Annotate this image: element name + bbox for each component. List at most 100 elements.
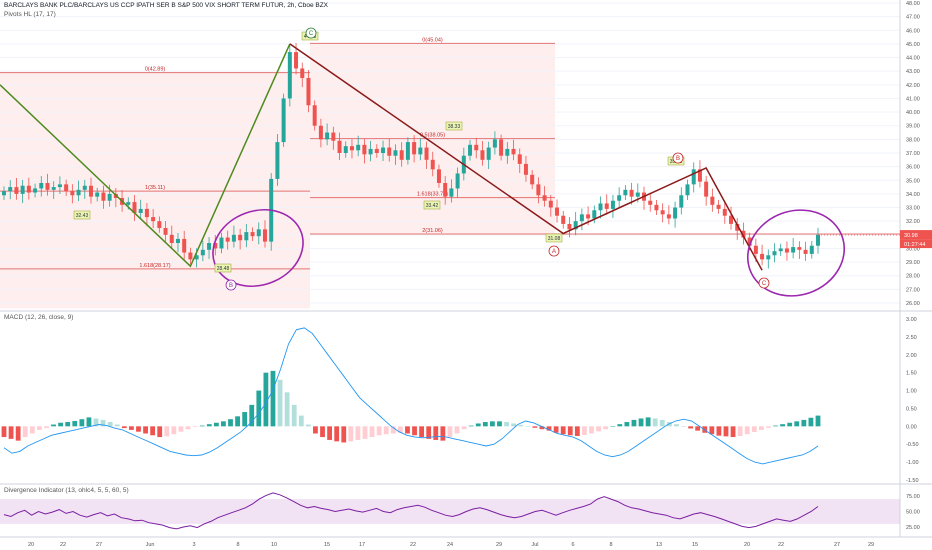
candle-body: [710, 196, 715, 205]
macd-histogram-bar: [744, 426, 750, 435]
candle-body: [579, 214, 584, 222]
macd-histogram-bar: [79, 419, 85, 427]
candle-body: [455, 173, 460, 189]
highlight-ellipse: [212, 209, 304, 287]
macd-histogram-bar: [8, 426, 14, 439]
macd-label[interactable]: MACD (12, 26, close, 9): [4, 314, 74, 321]
highlight-ellipse: [746, 209, 846, 297]
price-tick: 36.00: [906, 165, 920, 171]
candle-body: [816, 234, 820, 246]
candle-body: [412, 142, 417, 155]
candle-body: [443, 183, 448, 197]
fib-label: 1(35.11): [145, 185, 165, 191]
price-tick: 37.00: [906, 151, 920, 157]
candle-body: [499, 139, 504, 156]
macd-histogram-bar: [298, 415, 304, 427]
macd-histogram-bar: [603, 426, 609, 430]
candle-body: [753, 245, 758, 254]
macd-histogram-bar: [631, 419, 637, 427]
time-tick: 8: [236, 542, 239, 548]
macd-histogram-bar: [433, 426, 439, 440]
macd-histogram-bar: [397, 426, 403, 433]
candle-body: [287, 52, 292, 99]
macd-histogram-bar: [773, 425, 778, 427]
candle-body: [349, 146, 354, 151]
candle-body: [343, 146, 348, 153]
candle-body: [151, 217, 156, 222]
macd-histogram-bar: [546, 426, 552, 431]
macd-histogram-bar: [51, 424, 56, 427]
macd-histogram-bar: [539, 426, 545, 430]
macd-pane: 3.00 2.50 2.00 1.50 1.00 0.50 0.00 -0.50 -1.00 -1…: [1, 317, 919, 484]
candle-body: [517, 154, 522, 164]
macd-histogram-bar: [270, 370, 276, 427]
candle-body: [679, 195, 684, 208]
macd-histogram-bar: [114, 424, 120, 427]
macd-histogram-bar: [461, 426, 467, 430]
candle-body: [530, 174, 535, 185]
macd-histogram-bar: [468, 425, 474, 427]
price-tick: 35.00: [906, 178, 920, 184]
osc-tick: 25.00: [906, 525, 920, 531]
candle-body: [275, 142, 280, 179]
wave-label: B: [229, 283, 233, 289]
pivot-label: 32.43: [76, 213, 89, 219]
candle-body: [797, 247, 802, 250]
candle-body: [194, 255, 199, 260]
price-tick: 42.00: [906, 83, 920, 89]
candle-body: [654, 204, 659, 211]
candle-body: [387, 147, 392, 156]
time-tick: 3: [192, 542, 195, 548]
candle-body: [523, 163, 528, 175]
macd-histogram-bar: [369, 426, 375, 438]
candle-body: [480, 150, 485, 160]
last-price-text: 30.98: [904, 233, 918, 239]
candle-body: [14, 187, 19, 194]
symbol-title[interactable]: BARCLAYS BANK PLC/BARCLAYS US CCP IPATH …: [4, 2, 329, 9]
macd-histogram-bar: [44, 426, 49, 429]
candle-body: [294, 52, 299, 69]
macd-histogram-bar: [334, 426, 340, 442]
macd-histogram-bar: [737, 426, 743, 436]
wave-label: C: [762, 281, 767, 287]
candle-body: [306, 78, 311, 106]
candle-body: [238, 234, 243, 241]
divergence-label[interactable]: Divergence Indicator (13, ohlc4, 5, 5, 6…: [4, 487, 129, 494]
macd-histogram-bar: [716, 426, 722, 436]
candle-body: [436, 169, 441, 183]
macd-tick: -1.00: [906, 460, 919, 466]
time-tick: 13: [656, 542, 662, 548]
macd-histogram-bar: [305, 424, 311, 427]
macd-histogram-bar: [596, 426, 601, 432]
candle-body: [312, 105, 317, 126]
candle-body: [424, 147, 429, 160]
macd-histogram-bar: [532, 426, 538, 428]
time-tick: 22: [778, 542, 784, 548]
candle-body: [660, 210, 665, 215]
macd-histogram-bar: [525, 426, 531, 427]
candle-body: [169, 234, 174, 243]
time-tick: 15: [324, 542, 330, 548]
candle-body: [362, 144, 367, 155]
macd-histogram-bar: [426, 426, 432, 439]
pivot-label: 28.48: [217, 266, 230, 272]
candle-body: [548, 200, 553, 208]
pivots-indicator-label[interactable]: Pivots HL (17, 17): [4, 11, 56, 18]
countdown-text: 01:27:44: [904, 242, 925, 248]
time-axis: 20 22 27 Jun 3 8 10 15 17 22 24 29 Jul 6 8 13 15 20 22 27 29: [28, 542, 874, 548]
candle-body: [20, 185, 25, 194]
macd-histogram-bar: [136, 426, 141, 432]
candle-body: [337, 140, 342, 153]
candle-body: [623, 189, 628, 196]
macd-histogram-bar: [794, 421, 800, 427]
macd-histogram-bar: [362, 426, 368, 439]
divergence-pane: 75.00 50.00 25.00: [0, 492, 920, 531]
candle-body: [95, 192, 100, 197]
price-pane: 0(42.89) 0(45.04) 1(35.11) 0.5(38.05) 1.618(…: [0, 0, 932, 538]
grid: [0, 0, 932, 538]
price-tick: 34.00: [906, 192, 920, 198]
macd-histogram-bar: [72, 420, 78, 427]
time-tick: 22: [60, 542, 66, 548]
price-tick: 41.00: [906, 96, 920, 102]
